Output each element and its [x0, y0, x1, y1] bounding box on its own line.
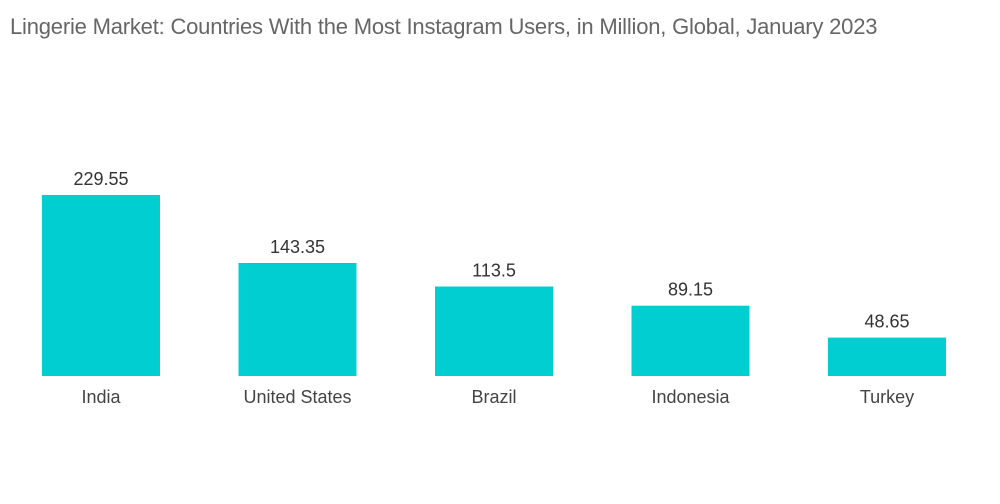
- bar-indonesia: [631, 305, 750, 376]
- value-label-united-states: 143.35: [270, 237, 325, 257]
- category-labels-layer: India United States Brazil Indonesia Turkey: [81, 387, 914, 407]
- bar-united-states: [238, 263, 357, 376]
- value-label-india: 229.55: [73, 169, 128, 189]
- bar-brazil: [435, 286, 553, 376]
- category-label-indonesia: Indonesia: [651, 387, 730, 407]
- category-label-united-states: United States: [243, 387, 351, 407]
- bar-india: [42, 195, 160, 376]
- chart-title: Lingerie Market: Countries With the Most…: [10, 14, 878, 39]
- bars-layer: [42, 195, 946, 376]
- value-label-turkey: 48.65: [864, 312, 909, 332]
- value-label-brazil: 113.5: [472, 261, 516, 281]
- value-labels-layer: 229.55 143.35 113.5 89.15 48.65: [73, 169, 909, 332]
- value-label-indonesia: 89.15: [668, 280, 713, 300]
- category-label-india: India: [81, 387, 121, 407]
- category-label-turkey: Turkey: [860, 387, 914, 407]
- bar-turkey: [828, 337, 946, 376]
- category-label-brazil: Brazil: [471, 387, 516, 407]
